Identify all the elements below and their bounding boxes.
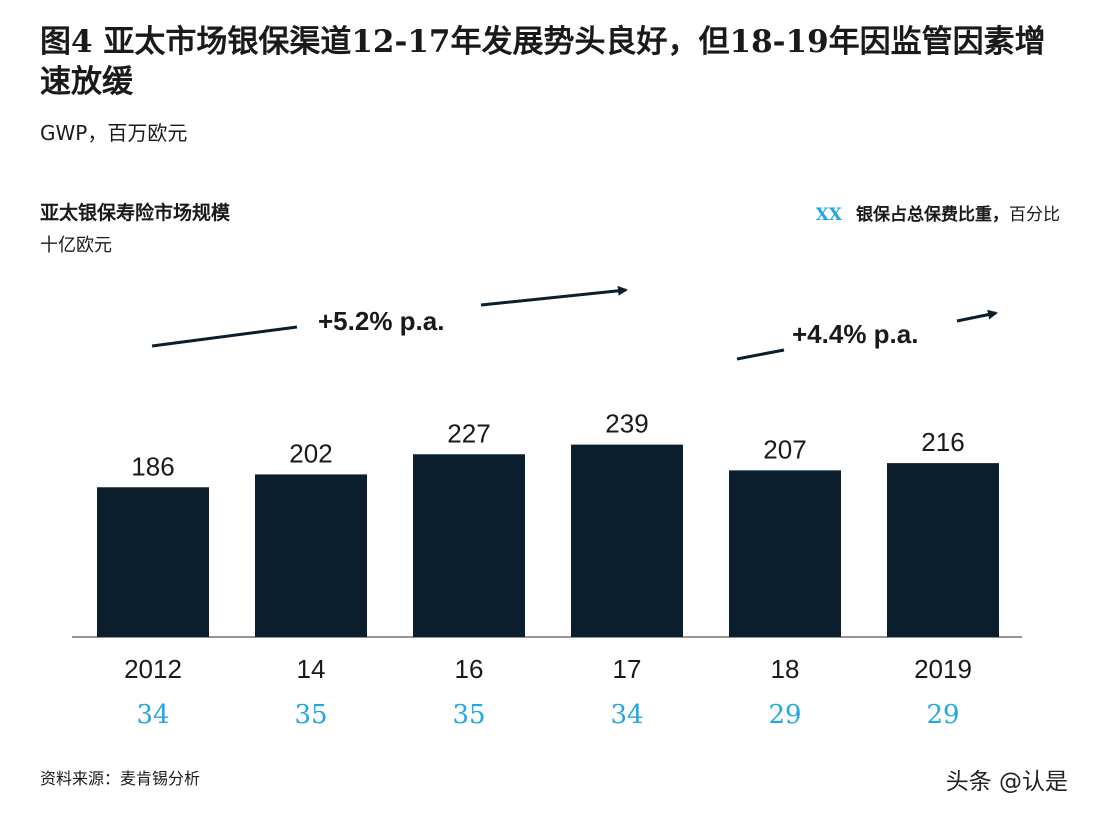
cagr-label: +5.2% p.a. [318, 306, 444, 336]
source-note: 资料来源：麦肯锡分析 [40, 769, 201, 788]
watermark: 头条 @认是 [945, 769, 1068, 795]
x-tick-label: 17 [613, 654, 642, 684]
chart-left-header: 亚太银保寿险市场规模 十亿欧元 [40, 198, 230, 257]
share-legend: XX 银保占总保费比重，百分比 [816, 200, 1060, 225]
x-tick-label: 14 [297, 654, 326, 684]
bar [729, 470, 841, 637]
cagr-arrow-segment [151, 325, 298, 348]
share-legend-unit: 百分比 [1009, 205, 1060, 225]
share-percent-label: 35 [294, 700, 327, 730]
chart-unit-label: 十亿欧元 [40, 235, 112, 256]
share-percent-label: 35 [452, 700, 485, 730]
bar-value-label: 207 [763, 434, 806, 464]
x-tick-label: 16 [455, 654, 484, 684]
share-legend-label: 银保占总保费比重， [856, 205, 1009, 225]
bar-value-label: 239 [605, 409, 648, 439]
cagr-arrow-segment [736, 348, 785, 361]
share-percent-label: 34 [610, 700, 643, 730]
share-percent-label: 29 [926, 700, 959, 730]
bar-value-label: 186 [131, 451, 174, 481]
share-percent-label: 34 [136, 700, 169, 730]
bar [571, 444, 683, 637]
bar [97, 487, 209, 637]
chart-series-title: 亚太银保寿险市场规模 [40, 202, 231, 224]
bar-value-label: 202 [289, 438, 332, 468]
share-percent-label: 29 [768, 700, 801, 730]
x-tick-label: 18 [771, 654, 800, 684]
bar [413, 454, 525, 637]
cagr-arrow [956, 309, 998, 323]
page-title: 图4 亚太市场银保渠道12-17年发展势头良好，但18-19年因监管因素增速放缓 [40, 24, 1046, 100]
bar-value-label: 216 [921, 427, 964, 457]
cagr-label: +4.4% p.a. [792, 319, 918, 349]
x-tick-label: 2019 [914, 654, 972, 684]
x-tick-label: 2012 [124, 654, 182, 684]
bar-value-label: 227 [447, 418, 490, 448]
bar [887, 463, 999, 637]
cagr-arrow [480, 285, 628, 307]
page-subtitle: GWP，百万欧元 [40, 121, 188, 145]
share-legend-marker: XX [815, 205, 842, 225]
bar [255, 474, 367, 637]
